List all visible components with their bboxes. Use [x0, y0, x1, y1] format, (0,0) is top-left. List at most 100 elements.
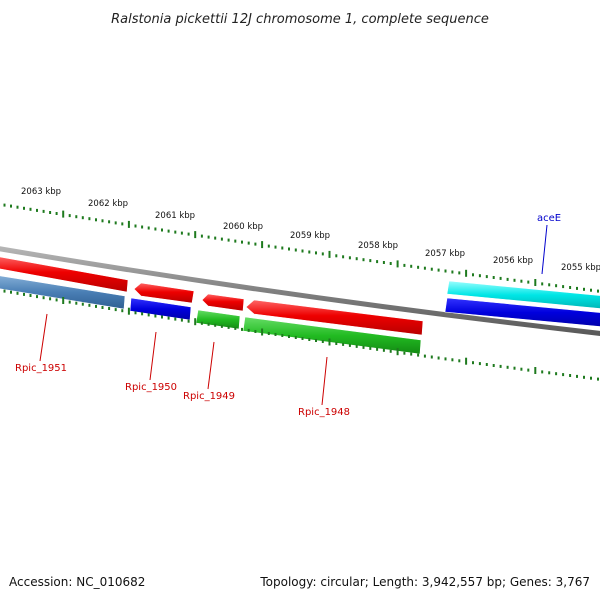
gene-label-leaders: [39, 224, 548, 406]
gene-label-rpic-1950[interactable]: Rpic_1950: [125, 382, 177, 393]
lower-scale-tick: [590, 376, 592, 380]
lower-scale-tick: [583, 375, 585, 379]
upper-scale-tick: [101, 219, 104, 223]
lower-scale-tick: [68, 300, 71, 304]
lower-scale-tick: [410, 352, 413, 356]
lower-scale-tick: [127, 307, 130, 315]
upper-scale-tick: [288, 247, 290, 251]
lower-scale-tick: [369, 346, 372, 350]
lower-scale-tick: [328, 338, 331, 346]
upper-scale-tick: [308, 250, 311, 254]
upper-scale-tick: [423, 266, 426, 270]
upper-scale-tick: [174, 230, 177, 234]
lower-scale-tick: [321, 340, 324, 343]
upper-scale-tick: [187, 232, 190, 236]
upper-scale-tick: [147, 226, 150, 230]
lower-scale-tick: [362, 345, 365, 349]
upper-scale-tick: [254, 242, 257, 246]
gene-label-rpic-1948[interactable]: Rpic_1948: [298, 407, 350, 418]
upper-scale-tick: [114, 221, 117, 225]
lower-scale-tick: [534, 367, 537, 374]
upper-scale-tick: [281, 246, 284, 250]
upper-scale-tick: [444, 269, 447, 273]
upper-scale-tick: [355, 257, 358, 261]
lower-scale-tick: [187, 319, 190, 323]
upper-scale-tick: [227, 238, 230, 242]
lower-scale-tick: [485, 363, 488, 366]
upper-scale-tick: [369, 259, 372, 263]
lower-scale-tick: [396, 348, 399, 356]
lower-scale-ticks: [3, 289, 599, 381]
upper-scale-tick: [376, 260, 379, 264]
upper-scale-tick: [180, 231, 183, 235]
gene-feature-blue-right[interactable]: [444, 297, 600, 327]
upper-scale-ticks: [3, 203, 599, 293]
gene-feature-red-arrow-2[interactable]: [201, 293, 245, 312]
lower-scale-tick: [437, 356, 440, 360]
upper-scale-tick: [465, 269, 468, 277]
gene-feature-red-long[interactable]: [245, 299, 424, 336]
lower-scale-tick: [200, 321, 203, 325]
gene-feature-red-left[interactable]: [0, 256, 129, 293]
lower-scale-tick: [81, 302, 84, 306]
lower-scale-tick: [492, 364, 495, 367]
upper-scale-tick: [134, 224, 137, 228]
map-title: Ralstonia pickettii 12J chromosome 1, co…: [111, 12, 489, 27]
upper-scale-tick: [492, 276, 495, 279]
upper-scale-tick: [220, 237, 223, 241]
gene-labels: Rpic_1951 Rpic_1950 Rpic_1949 Rpic_1948 …: [15, 213, 561, 418]
lower-scale-tick: [555, 372, 558, 376]
gene-label-rpic-1949[interactable]: Rpic_1949: [183, 391, 235, 402]
upper-scale-tick: [55, 212, 58, 215]
upper-scale-tick: [10, 204, 12, 208]
upper-scale-tick: [520, 279, 523, 283]
upper-scale-tick: [247, 241, 250, 245]
lower-scale-tick: [478, 362, 481, 366]
lower-scale-tick: [569, 374, 572, 377]
gene-feature-blue-1950[interactable]: [129, 297, 192, 321]
lower-scale-tick: [423, 354, 426, 358]
lower-scale-tick: [308, 338, 311, 341]
scale-labels: 2063 kbp 2062 kbp 2061 kbp 2060 kbp 2059…: [21, 187, 600, 273]
upper-scale-tick: [472, 273, 474, 277]
upper-scale-tick: [335, 254, 338, 258]
leader-acee: [541, 224, 548, 275]
upper-scale-tick: [562, 285, 565, 289]
lower-scale-tick: [134, 311, 137, 315]
upper-scale-tick: [417, 265, 420, 269]
reverse-strand-features: [0, 275, 600, 355]
gene-label-acee[interactable]: aceE: [537, 213, 561, 224]
upper-scale-tick: [294, 248, 297, 252]
scale-label-2059: 2059 kbp: [290, 231, 330, 241]
lower-scale-tick: [49, 297, 52, 301]
upper-scale-tick: [261, 241, 264, 249]
lower-scale-tick: [180, 318, 183, 322]
upper-scale-tick: [499, 276, 502, 280]
upper-scale-tick: [23, 206, 25, 210]
lower-scale-tick: [154, 314, 157, 318]
leader-rpic-1948: [321, 356, 328, 406]
leader-rpic-1950: [149, 331, 157, 381]
upper-scale-tick: [410, 264, 413, 268]
scale-label-2062: 2062 kbp: [88, 199, 128, 209]
gene-feature-red-arrow-1[interactable]: [133, 282, 195, 304]
upper-scale-tick: [389, 262, 392, 265]
lower-scale-tick: [301, 337, 304, 340]
lower-scale-tick: [513, 366, 516, 370]
upper-scale-tick: [108, 220, 111, 224]
upper-scale-tick: [548, 283, 551, 287]
upper-scale-tick: [396, 260, 399, 268]
upper-scale-tick: [234, 239, 237, 243]
gene-feature-steelblue[interactable]: [0, 275, 126, 310]
upper-scale-tick: [274, 245, 277, 249]
gene-feature-green-1948[interactable]: [242, 316, 422, 355]
upper-scale-tick: [68, 214, 71, 218]
gene-feature-cyan-acee[interactable]: [446, 280, 600, 309]
gene-label-rpic-1951[interactable]: Rpic_1951: [15, 363, 67, 374]
lower-scale-tick: [294, 336, 297, 339]
scale-label-2060: 2060 kbp: [223, 222, 263, 232]
gene-feature-green-1949[interactable]: [195, 309, 241, 330]
lower-scale-tick: [499, 364, 502, 368]
scale-label-2057: 2057 kbp: [425, 249, 465, 259]
